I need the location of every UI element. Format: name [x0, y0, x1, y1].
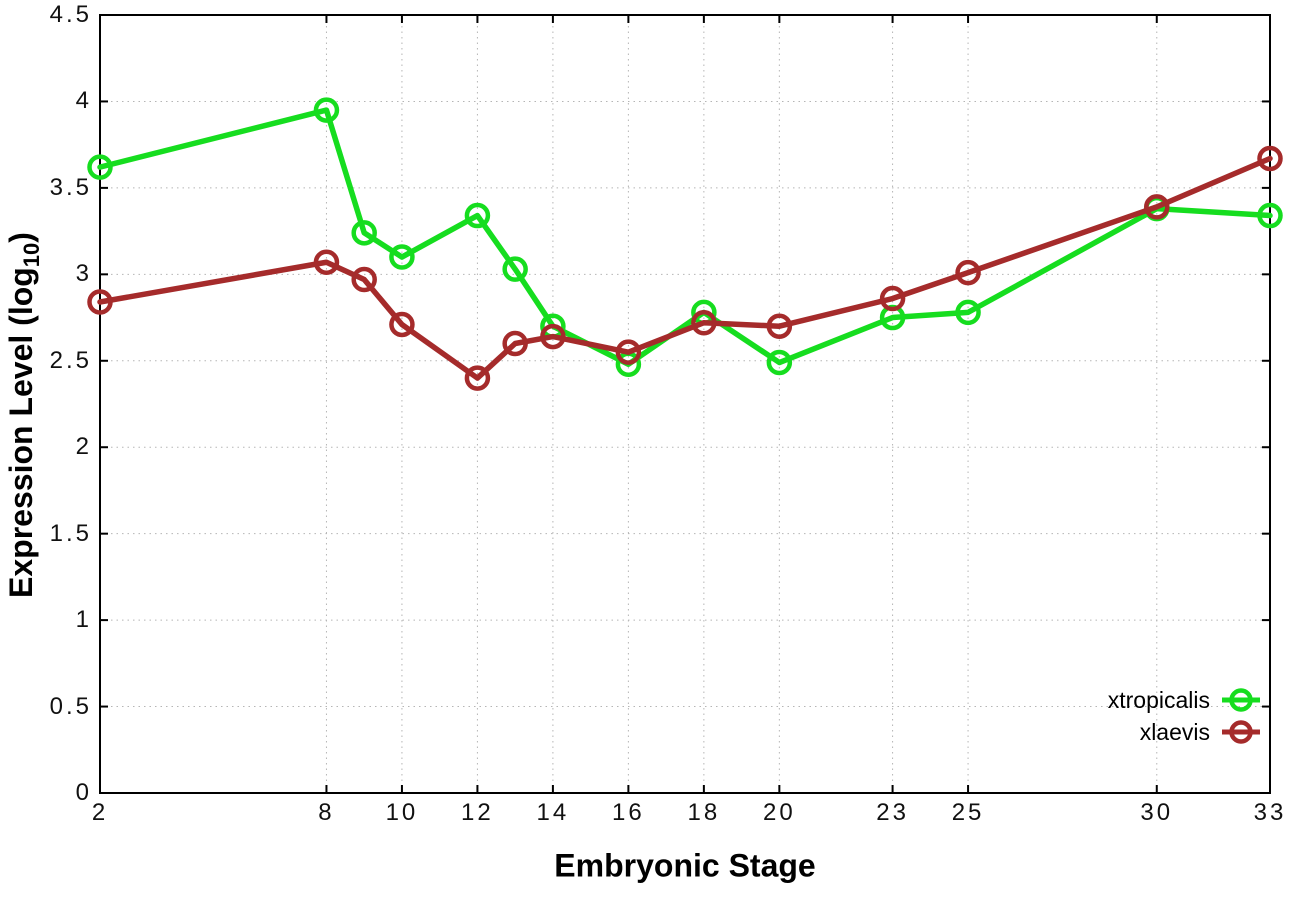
- legend-marker-xtropicalis-icon: [1222, 688, 1260, 712]
- data-point-xtropicalis-stage-8: [313, 97, 340, 123]
- x-tick-label-16: 16: [612, 799, 645, 826]
- y-axis-label-text: Expression Level (log: [2, 267, 39, 598]
- data-point-xlaevis-stage-2: [87, 289, 113, 315]
- y-axis-label-subscript: 10: [19, 242, 45, 268]
- data-point-xlaevis-stage-25: [955, 259, 981, 286]
- data-point-xlaevis-stage-30: [1144, 194, 1170, 220]
- data-point-xlaevis-stage-9: [351, 266, 377, 293]
- x-tick-label-33: 33: [1253, 799, 1287, 826]
- y-axis-label-close: ): [2, 232, 39, 243]
- plot-border: [99, 14, 1271, 794]
- x-tick-label-20: 20: [762, 799, 796, 826]
- data-point-xlaevis-stage-16: [615, 339, 642, 365]
- y-tick-label-3.5: 3.5: [49, 173, 92, 201]
- series-line-xlaevis: [97, 155, 1273, 381]
- data-point-xtropicalis-stage-25: [955, 299, 981, 326]
- data-point-xtropicalis-stage-12: [464, 202, 491, 229]
- data-point-xtropicalis-stage-9: [351, 220, 377, 246]
- data-point-xlaevis-stage-23: [879, 285, 906, 312]
- x-tick-label-30: 30: [1140, 799, 1174, 826]
- y-tick-label-4: 4: [75, 87, 92, 115]
- data-point-xlaevis-stage-12: [464, 365, 491, 391]
- data-point-xlaevis-stage-18: [691, 309, 717, 336]
- series-line-xtropicalis: [97, 107, 1273, 367]
- x-tick-label-8: 8: [318, 799, 335, 826]
- data-point-xlaevis-stage-8: [313, 249, 340, 275]
- y-tick-label-2: 2: [75, 433, 92, 461]
- legend-label-xlaevis: xlaevis: [1139, 718, 1210, 745]
- x-axis-label: Embryonic Stage: [554, 847, 816, 884]
- x-tick-label-14: 14: [536, 799, 570, 826]
- y-tick-label-3: 3: [75, 260, 92, 288]
- y-tick-label-1.5: 1.5: [49, 519, 92, 547]
- x-tick-label-12: 12: [461, 799, 494, 826]
- data-point-xtropicalis-stage-20: [766, 349, 793, 376]
- data-point-xtropicalis-stage-33: [1257, 202, 1283, 229]
- data-point-xlaevis-stage-33: [1257, 145, 1283, 172]
- legend-item-xtropicalis: xtropicalis: [1108, 685, 1262, 715]
- data-point-xtropicalis-stage-2: [87, 154, 113, 180]
- x-tick-label-23: 23: [876, 799, 909, 826]
- y-tick-label-0: 0: [75, 779, 92, 806]
- legend-item-xlaevis: xlaevis: [1108, 717, 1262, 747]
- data-point-xlaevis-stage-10: [389, 311, 415, 338]
- y-tick-label-1: 1: [75, 606, 92, 634]
- legend: xtropicalis xlaevis: [1108, 685, 1262, 747]
- y-tick-label-0.5: 0.5: [49, 692, 92, 720]
- y-axis-label: Expression Level (log10): [3, 232, 45, 598]
- legend-marker-xlaevis-icon: [1222, 720, 1260, 744]
- y-tick-label-2.5: 2.5: [49, 346, 92, 374]
- y-tick-label-4.5: 4.5: [49, 1, 92, 28]
- x-tick-label-18: 18: [687, 799, 721, 826]
- x-tick-label-10: 10: [385, 799, 419, 826]
- data-point-xtropicalis-stage-10: [389, 244, 415, 270]
- data-point-xlaevis-stage-20: [766, 313, 793, 339]
- data-point-xtropicalis-stage-13: [502, 256, 528, 282]
- x-tick-label-25: 25: [951, 799, 985, 826]
- x-tick-label-2: 2: [91, 799, 109, 826]
- data-point-xlaevis-stage-13: [502, 330, 528, 357]
- legend-label-xtropicalis: xtropicalis: [1107, 686, 1210, 713]
- data-point-xlaevis-stage-14: [540, 323, 566, 350]
